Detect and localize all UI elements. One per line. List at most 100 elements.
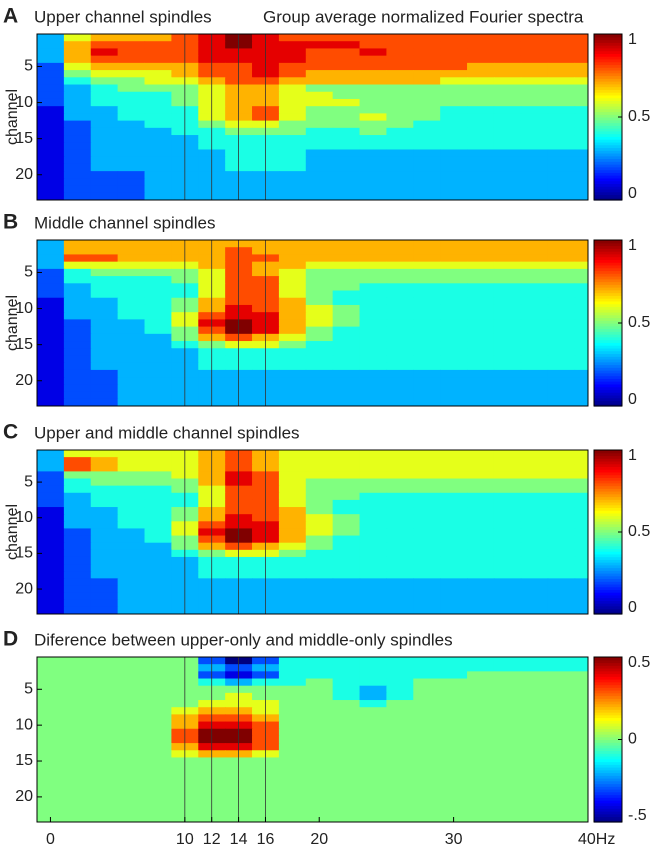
colorbar-swatch bbox=[594, 564, 622, 569]
heat-cell bbox=[547, 707, 576, 715]
heat-cell bbox=[278, 478, 307, 487]
heat-cell bbox=[547, 507, 576, 515]
heat-cell bbox=[305, 70, 334, 78]
heat-cell bbox=[520, 778, 549, 787]
heat-cell bbox=[413, 268, 441, 277]
heat-cell bbox=[467, 84, 495, 93]
heat-cell bbox=[332, 528, 361, 537]
heat-cell bbox=[144, 657, 172, 665]
heat-cell bbox=[440, 778, 468, 787]
colorbar-swatch bbox=[594, 491, 622, 495]
heat-cell bbox=[305, 535, 334, 544]
heat-cell bbox=[413, 178, 441, 187]
colorbar-swatch bbox=[594, 753, 622, 757]
panel-label: A bbox=[3, 5, 18, 28]
heat-cell bbox=[574, 750, 588, 759]
heat-cell bbox=[386, 599, 414, 608]
colorbar-swatch bbox=[594, 191, 622, 196]
heat-cell bbox=[278, 757, 307, 766]
colorbar-swatch bbox=[594, 515, 622, 519]
heat-cell bbox=[359, 149, 388, 158]
colorbar-swatch bbox=[594, 670, 622, 675]
heat-cell bbox=[90, 369, 119, 378]
heat-cell bbox=[90, 163, 119, 172]
heat-cell bbox=[278, 106, 307, 114]
heat-cell bbox=[493, 771, 522, 780]
heat-cell bbox=[63, 106, 92, 114]
heat-cell bbox=[90, 457, 119, 465]
colorbar-swatch bbox=[594, 56, 622, 60]
heat-cell bbox=[305, 304, 334, 313]
heat-cell bbox=[493, 678, 522, 687]
heat-cell bbox=[493, 521, 522, 530]
heat-cell bbox=[332, 521, 361, 530]
heat-cell bbox=[359, 312, 388, 320]
heat-cell bbox=[63, 499, 92, 508]
heat-cell bbox=[63, 757, 92, 766]
heat-cell bbox=[493, 326, 522, 335]
heat-cell bbox=[278, 283, 307, 292]
heat-cell bbox=[90, 127, 119, 136]
heat-cell bbox=[117, 41, 146, 50]
heat-cell bbox=[63, 149, 92, 158]
heat-cell bbox=[547, 55, 576, 64]
heat-cell bbox=[440, 599, 468, 608]
heat-cell bbox=[332, 77, 361, 86]
heat-cell bbox=[413, 707, 441, 715]
heat-cell bbox=[90, 564, 119, 572]
heat-cell bbox=[520, 514, 549, 522]
heat-cell bbox=[520, 606, 549, 614]
colorbar-swatch bbox=[594, 747, 622, 752]
heat-cell bbox=[413, 127, 441, 136]
heat-cell bbox=[574, 757, 588, 766]
heat-cell bbox=[63, 283, 92, 292]
heat-cell bbox=[440, 542, 468, 551]
heat-cell bbox=[359, 319, 388, 328]
heat-cell bbox=[493, 268, 522, 277]
heat-cell bbox=[413, 41, 441, 50]
heat-cell bbox=[332, 778, 361, 787]
heat-cell bbox=[117, 369, 146, 378]
heat-cell bbox=[467, 247, 495, 256]
heat-cell bbox=[467, 664, 495, 672]
heat-cell bbox=[90, 142, 119, 151]
heat-cell bbox=[493, 304, 522, 313]
heat-cell bbox=[386, 319, 414, 328]
heat-cell bbox=[493, 362, 522, 371]
heat-cell bbox=[386, 592, 414, 601]
heat-cell bbox=[37, 120, 65, 129]
heat-cell bbox=[493, 793, 522, 802]
heat-cell bbox=[332, 814, 361, 822]
heat-cell bbox=[547, 362, 576, 371]
heat-cell bbox=[305, 290, 334, 299]
heat-cell bbox=[332, 571, 361, 579]
heat-cell bbox=[574, 268, 588, 277]
heat-cell bbox=[144, 786, 172, 794]
heat-cell bbox=[547, 156, 576, 165]
heat-cell bbox=[117, 377, 146, 385]
heat-cell bbox=[278, 528, 307, 537]
heat-cell bbox=[467, 333, 495, 342]
heat-cell bbox=[63, 571, 92, 579]
heat-cell bbox=[117, 564, 146, 572]
y-tick-label: 5 bbox=[24, 264, 33, 281]
heat-cell bbox=[305, 156, 334, 165]
heat-cell bbox=[493, 77, 522, 86]
colorbar-swatch bbox=[594, 292, 622, 296]
heat-cell bbox=[144, 571, 172, 579]
heat-cell bbox=[278, 800, 307, 809]
heat-cell bbox=[467, 398, 495, 406]
heat-cell bbox=[520, 571, 549, 579]
heat-cell bbox=[278, 34, 307, 42]
heat-cell bbox=[547, 62, 576, 71]
heat-cell bbox=[117, 735, 146, 744]
heat-cell bbox=[493, 735, 522, 744]
heat-cell bbox=[413, 84, 441, 93]
heat-cell bbox=[144, 549, 172, 558]
heat-cell bbox=[547, 290, 576, 299]
heat-cell bbox=[305, 657, 334, 665]
heat-cell bbox=[90, 156, 119, 165]
colorbar-swatch bbox=[594, 155, 622, 160]
heat-cell bbox=[574, 492, 588, 501]
heat-cell bbox=[37, 757, 65, 766]
